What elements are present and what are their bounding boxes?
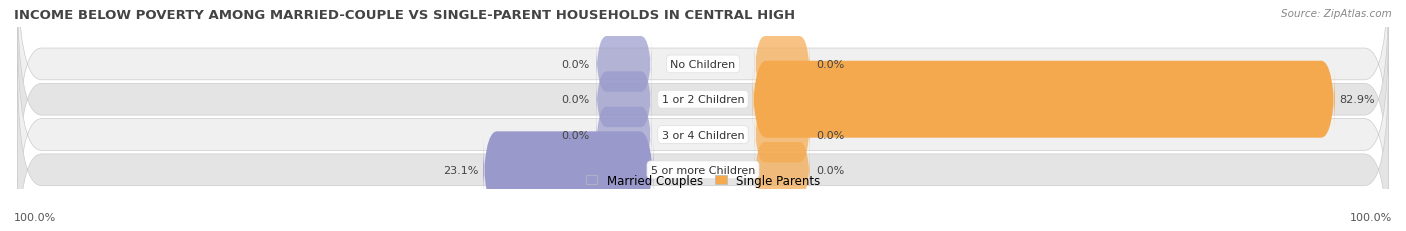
Text: 100.0%: 100.0% <box>1350 212 1392 222</box>
FancyBboxPatch shape <box>484 132 654 208</box>
Text: INCOME BELOW POVERTY AMONG MARRIED-COUPLE VS SINGLE-PARENT HOUSEHOLDS IN CENTRAL: INCOME BELOW POVERTY AMONG MARRIED-COUPL… <box>14 9 796 22</box>
Legend: Married Couples, Single Parents: Married Couples, Single Parents <box>581 169 825 192</box>
FancyBboxPatch shape <box>17 0 1389 172</box>
FancyBboxPatch shape <box>596 37 651 92</box>
FancyBboxPatch shape <box>17 28 1389 231</box>
Text: 23.1%: 23.1% <box>443 165 478 175</box>
FancyBboxPatch shape <box>755 107 810 163</box>
Text: 0.0%: 0.0% <box>817 130 845 140</box>
FancyBboxPatch shape <box>17 0 1389 207</box>
FancyBboxPatch shape <box>17 63 1389 231</box>
Text: 0.0%: 0.0% <box>817 165 845 175</box>
FancyBboxPatch shape <box>755 142 810 198</box>
Text: 0.0%: 0.0% <box>817 60 845 70</box>
Text: 0.0%: 0.0% <box>561 60 589 70</box>
Text: No Children: No Children <box>671 60 735 70</box>
Text: 3 or 4 Children: 3 or 4 Children <box>662 130 744 140</box>
Text: 0.0%: 0.0% <box>561 130 589 140</box>
Text: 1 or 2 Children: 1 or 2 Children <box>662 95 744 105</box>
Text: 100.0%: 100.0% <box>14 212 56 222</box>
Text: 82.9%: 82.9% <box>1340 95 1375 105</box>
FancyBboxPatch shape <box>596 72 651 128</box>
Text: 5 or more Children: 5 or more Children <box>651 165 755 175</box>
Text: Source: ZipAtlas.com: Source: ZipAtlas.com <box>1281 9 1392 19</box>
FancyBboxPatch shape <box>596 107 651 163</box>
Text: 0.0%: 0.0% <box>561 95 589 105</box>
FancyBboxPatch shape <box>755 37 810 92</box>
FancyBboxPatch shape <box>752 61 1334 138</box>
